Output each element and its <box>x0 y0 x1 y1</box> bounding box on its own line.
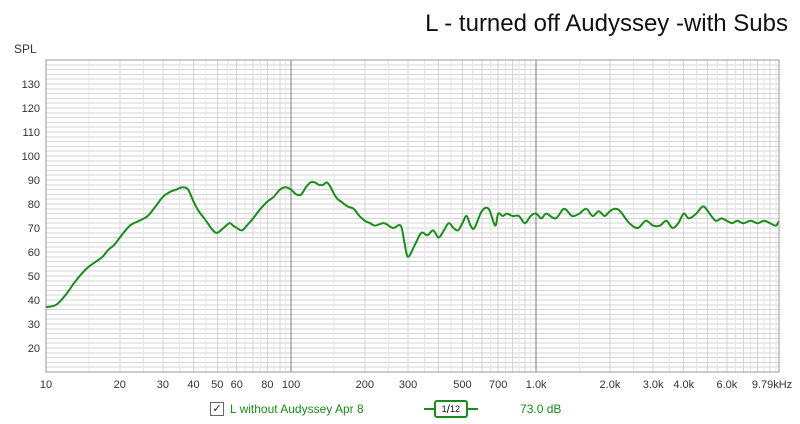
y-tick-label: 30 <box>28 319 40 331</box>
series-visibility-checkbox[interactable]: ✓ <box>210 402 224 416</box>
y-tick-label: 100 <box>22 151 40 163</box>
chart-title: L - turned off Audyssey -with Subs <box>425 10 788 37</box>
x-tick-label: 500 <box>453 379 471 391</box>
smoothing-control[interactable]: 1/12 <box>423 400 479 418</box>
x-tick-label: 80 <box>261 379 273 391</box>
x-tick-label: 300 <box>399 379 417 391</box>
y-tick-label: 70 <box>28 223 40 235</box>
x-tick-label: 30 <box>157 379 169 391</box>
grid-lines <box>46 60 779 372</box>
smoothing-value-box[interactable]: 1/12 <box>433 400 469 418</box>
y-tick-label: 50 <box>28 271 40 283</box>
y-tick-label: 60 <box>28 247 40 259</box>
y-tick-label: 130 <box>22 79 40 91</box>
y-tick-label: 80 <box>28 199 40 211</box>
x-tick-label: 6.0k <box>716 379 737 391</box>
x-tick-label: 4.0k <box>673 379 694 391</box>
y-tick-labels: 20 30 40 50 60 70 80 90 100 110 120 130 <box>22 79 40 355</box>
smoothing-numerator: 1 <box>441 404 447 414</box>
x-tick-label: 3.0k <box>643 379 664 391</box>
x-tick-label: 1.0k <box>526 379 547 391</box>
check-mark-icon: ✓ <box>212 402 222 415</box>
smoothing-denominator: 12 <box>450 404 461 414</box>
legend: ✓ L without Audyssey Apr 8 1/12 73.0 dB <box>210 400 561 418</box>
x-tick-label: 100 <box>282 379 300 391</box>
y-tick-label: 120 <box>22 103 40 115</box>
smoothing-line-right <box>468 408 479 410</box>
x-tick-label: 200 <box>356 379 374 391</box>
plot-border <box>45 59 780 373</box>
x-tick-label: 2.0k <box>600 379 621 391</box>
y-axis-label: SPL <box>14 42 37 56</box>
x-tick-label: 20 <box>114 379 126 391</box>
x-tick-labels: 10 20 30 40 50 60 80 100 200 300 500 700 1.0k 2.0k 3.0… <box>40 379 792 391</box>
series-line <box>45 180 780 309</box>
y-tick-label: 20 <box>28 343 40 355</box>
y-tick-label: 90 <box>28 175 40 187</box>
legend-level-readout: 73.0 dB <box>520 402 562 416</box>
y-tick-label: 110 <box>22 127 40 139</box>
x-tick-label: 700 <box>489 379 507 391</box>
legend-series-name: L without Audyssey Apr 8 <box>230 402 364 416</box>
x-tick-label: 40 <box>187 379 199 391</box>
x-tick-label: 50 <box>211 379 223 391</box>
smoothing-line-left <box>423 408 434 410</box>
x-tick-label: 60 <box>231 379 243 391</box>
y-tick-label: 40 <box>28 295 40 307</box>
x-tick-label: 10 <box>40 379 52 391</box>
plot-area <box>46 60 779 372</box>
x-tick-label: 9.79kHz <box>752 379 792 391</box>
